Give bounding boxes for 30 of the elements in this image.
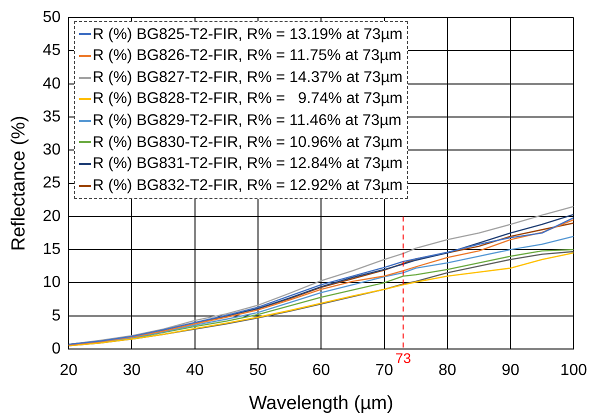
ref-line-label: 73 xyxy=(395,350,412,366)
x-tick-label: 70 xyxy=(375,362,394,380)
y-tick-label: 45 xyxy=(42,42,61,60)
y-tick-label: 50 xyxy=(42,9,61,26)
y-tick-label: 0 xyxy=(52,340,61,358)
x-tick-label: 50 xyxy=(249,362,267,380)
x-axis-title: Wavelength (µm) xyxy=(248,392,394,414)
y-tick-label: 30 xyxy=(42,142,61,159)
x-tick-label: 60 xyxy=(312,362,330,380)
y-tick-label: 25 xyxy=(42,174,61,192)
legend-label: R (%) BG827-T2-FIR, R% = 14.37% at 73µm xyxy=(92,68,403,88)
legend-label: R (%) BG831-T2-FIR, R% = 12.84% at 73µm xyxy=(92,154,403,174)
y-tick-label: 5 xyxy=(52,307,61,324)
legend-label: R (%) BG830-T2-FIR, R% = 10.96% at 73µm xyxy=(92,132,403,153)
y-tick-label: 40 xyxy=(42,75,61,92)
legend-label: R (%) BG826-T2-FIR, R% = 11.75% at 73µm xyxy=(92,46,402,66)
legend-label: R (%) BG825-T2-FIR, R% = 13.19% at 73µm xyxy=(92,24,403,45)
legend-label: R (%) BG829-T2-FIR, R% = 11.46% at 73µm xyxy=(92,110,402,131)
y-axis-title: Reflectance (%) xyxy=(8,116,30,251)
y-tick-label: 15 xyxy=(42,240,61,258)
y-tick-label: 20 xyxy=(42,208,61,225)
x-tick-label: 40 xyxy=(186,362,204,380)
x-tick-label: 80 xyxy=(438,362,456,380)
legend-label: R (%) BG832-T2-FIR, R% = 12.92% at 73µm xyxy=(92,176,403,196)
x-tick-label: 30 xyxy=(122,362,141,380)
x-tick-label: 90 xyxy=(502,362,520,380)
y-tick-label: 35 xyxy=(42,108,61,126)
x-tick-label: 100 xyxy=(560,362,588,380)
legend-label: R (%) BG828-T2-FIR, R% = 9.74% at 73µm xyxy=(92,89,403,110)
y-tick-label: 10 xyxy=(42,274,61,292)
